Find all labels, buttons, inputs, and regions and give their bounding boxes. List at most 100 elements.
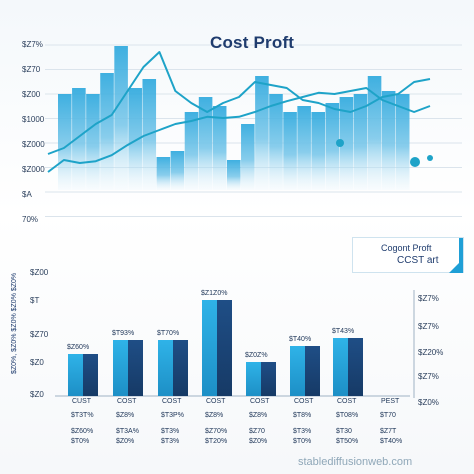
legend-line-2: CCST art xyxy=(397,255,439,266)
upper-chart xyxy=(45,44,462,217)
upper-y-tick-label: $1000 xyxy=(22,115,45,124)
upper-block xyxy=(170,151,185,190)
x-sub-label: $T40% xyxy=(380,438,403,445)
lower-bar-dark xyxy=(217,300,232,396)
bar-value-label: $T40% xyxy=(289,336,312,343)
x-sub-label: $Z0% xyxy=(116,438,135,445)
lower-left-tick-label: $Z0 xyxy=(30,390,44,399)
x-tick-label: COST xyxy=(206,398,226,405)
lower-bar-light xyxy=(68,354,83,396)
x-sub-label: $T50% xyxy=(336,438,359,445)
x-sub-label: $T3T% xyxy=(71,412,94,419)
lower-left-tick-label: $Z0 xyxy=(30,358,44,367)
lower-bar-light xyxy=(246,362,261,396)
lower-right-tick-label: $Z20% xyxy=(418,348,444,357)
upper-block xyxy=(226,160,241,190)
upper-block xyxy=(184,112,199,190)
upper-block xyxy=(114,46,128,190)
legend-corner xyxy=(449,259,463,273)
upper-block xyxy=(128,88,142,190)
watermark: stablediffusionweb.com xyxy=(298,456,413,468)
lower-bar-dark xyxy=(83,354,98,396)
bar-value-label: $Z60% xyxy=(67,344,90,351)
upper-block xyxy=(297,106,311,190)
x-sub-label: $T8% xyxy=(293,412,312,419)
x-sub-label: $Z8% xyxy=(205,412,224,419)
lower-bar-light xyxy=(290,346,305,396)
lower-bar-dark xyxy=(305,346,320,396)
lower-left-tick-label: $Z00 xyxy=(30,268,49,277)
lower-left-tick-label: $T xyxy=(30,296,40,305)
x-sub-label: $T08% xyxy=(336,412,359,419)
x-sub-label: $Z8% xyxy=(116,412,135,419)
x-sub-label: $T3% xyxy=(293,428,312,435)
upper-block xyxy=(198,97,213,190)
x-tick-label: CUST xyxy=(72,398,92,405)
lower-bar-dark xyxy=(173,340,188,396)
upper-block xyxy=(58,94,72,190)
upper-block xyxy=(353,94,368,190)
lower-right-tick-label: $Z7% xyxy=(418,322,439,331)
lower-bar-dark xyxy=(261,362,276,396)
upper-y-tick-label: $Z000 xyxy=(22,140,45,149)
legend-accent xyxy=(459,238,463,272)
x-tick-label: COST xyxy=(294,398,314,405)
bar-value-label: $Z1Z0% xyxy=(201,290,228,297)
x-sub-label: $T3P% xyxy=(161,412,184,419)
legend-line-1: Cogont Proft xyxy=(381,243,432,253)
lower-left-tick-label: $Z70 xyxy=(30,330,49,339)
upper-block xyxy=(339,97,354,190)
upper-marker-dot xyxy=(427,155,433,161)
x-sub-label: $T0% xyxy=(71,438,90,445)
upper-block xyxy=(212,106,227,190)
bar-value-label: $Z0Z% xyxy=(245,352,268,359)
lower-right-tick-label: $Z7% xyxy=(418,294,439,303)
upper-block xyxy=(86,94,100,190)
x-tick-label: COST xyxy=(337,398,357,405)
upper-series-line xyxy=(47,87,431,173)
lower-bar-dark xyxy=(348,338,363,396)
upper-block xyxy=(283,112,297,190)
upper-block xyxy=(269,94,283,190)
upper-block xyxy=(367,76,382,190)
x-sub-label: $Z8% xyxy=(249,412,268,419)
x-sub-label: $T3% xyxy=(161,428,180,435)
lower-right-tick-label: $Z7% xyxy=(418,372,439,381)
x-sub-label: $Z70% xyxy=(205,428,228,435)
x-tick-label: COST xyxy=(162,398,182,405)
legend: Cogont Proft CCST art xyxy=(352,237,464,273)
x-sub-label: $Z7T xyxy=(380,428,397,435)
x-tick-label: PEST xyxy=(381,398,400,405)
upper-block xyxy=(241,124,255,190)
upper-block xyxy=(72,88,86,190)
upper-y-tick-label: $Z000 xyxy=(22,165,45,174)
x-sub-label: $T30 xyxy=(336,428,352,435)
x-sub-label: $T0% xyxy=(293,438,312,445)
x-sub-label: $Z70 xyxy=(249,428,265,435)
lower-bar-light xyxy=(202,300,217,396)
upper-block xyxy=(156,157,171,190)
lower-bar-light xyxy=(333,338,348,396)
x-tick-label: COST xyxy=(117,398,137,405)
lower-right-tick-label: $Z0% xyxy=(418,398,439,407)
x-sub-label: $T3% xyxy=(161,438,180,445)
upper-block xyxy=(325,103,340,190)
x-sub-label: $Z60% xyxy=(71,428,94,435)
upper-block xyxy=(311,112,326,190)
x-sub-label: $T3A% xyxy=(116,428,139,435)
upper-marker-dot xyxy=(336,139,344,147)
upper-block xyxy=(395,94,410,190)
lower-bar-dark xyxy=(128,340,143,396)
upper-block xyxy=(255,76,269,190)
x-sub-label: $Z0% xyxy=(249,438,268,445)
upper-y-tick-label: $Z00 xyxy=(22,90,41,99)
upper-y-tick-label: $Z70 xyxy=(22,65,41,74)
upper-marker-dot xyxy=(410,157,420,167)
upper-y-tick-label: $A xyxy=(22,190,32,199)
lower-bar-light xyxy=(113,340,128,396)
chart-title: Cost Proft xyxy=(210,33,295,52)
x-sub-label: $T70 xyxy=(380,412,396,419)
x-tick-label: COST xyxy=(250,398,270,405)
